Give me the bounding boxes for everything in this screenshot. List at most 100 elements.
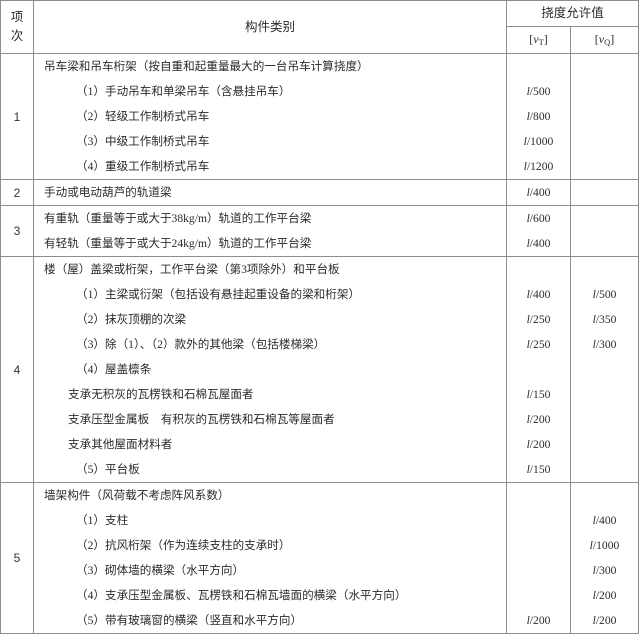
header-index: 项 次 [0, 0, 34, 54]
vq-value [571, 432, 638, 457]
vt-value [507, 257, 570, 282]
vq-value [571, 407, 638, 432]
header-row-primary: 项 次 构件类别 挠度允许值 [0, 0, 640, 54]
header-vq-subscript: Q [604, 37, 611, 48]
row-index-1: 1 [0, 53, 34, 180]
vt-value [507, 508, 570, 533]
vq-value [571, 231, 638, 256]
vq-values-cell: l/400 l/1000 l/300 l/200 l/200 [569, 482, 640, 634]
header-row-secondary: [vT] [vQ] [1, 26, 640, 54]
table-body: 1 吊车梁和吊车桁架（按自重和起重量最大的一台吊车计算挠度） （1）手动吊车和单梁吊… [0, 53, 640, 634]
component-type-line: （2）抹灰顶棚的次梁 [76, 313, 187, 326]
component-type-line: 吊车梁和吊车桁架（按自重和起重量最大的一台吊车计算挠度） [44, 60, 369, 73]
component-type-line: （3）除（1）、（2）款外的其他梁（包括楼梯梁） [76, 338, 326, 351]
component-type-line: （1）手动吊车和单梁吊车（含悬挂吊车） [76, 85, 291, 98]
vt-value: l/500 [526, 85, 551, 98]
vt-value: l/150 [526, 388, 551, 401]
vq-value: l/500 [592, 288, 617, 301]
component-type-line: （5）带有玻璃窗的横梁（竖直和水平方向） [76, 614, 303, 627]
component-type-line: 楼（屋）盖梁或桁架，工作平台梁（第3项除外）和平台板 [44, 263, 340, 276]
component-type-line: （5）平台板 [76, 463, 140, 476]
vt-value [507, 483, 570, 508]
header-vq-open: [ [594, 32, 599, 47]
vt-value [507, 54, 570, 79]
table-row: 2 手动或电动葫芦的轨道梁 l/400 [0, 179, 640, 206]
vt-value [507, 357, 570, 382]
header-index-line1: 项 [10, 9, 24, 24]
vq-value [571, 357, 638, 382]
component-type-cell: 有重轨（重量等于或大于38kg/m）轨道的工作平台梁 有轻轨（重量等于或大于24k… [33, 205, 507, 257]
component-type-line: 有轻轨（重量等于或大于24kg/m）轨道的工作平台梁 [44, 237, 312, 250]
vt-values-cell: l/600 l/400 [506, 205, 571, 257]
vq-value: l/1000 [589, 539, 620, 552]
table-row: 3 有重轨（重量等于或大于38kg/m）轨道的工作平台梁 有轻轨（重量等于或大于24… [0, 205, 640, 257]
vq-value: l/300 [592, 564, 617, 577]
vt-values-cell: l/400 [506, 179, 571, 206]
component-type-line: （1）主梁或衍架（包括设有悬挂起重设备的梁和桁架） [76, 288, 361, 301]
vq-values-cell [569, 179, 640, 206]
component-type-line: （4）重级工作制桥式吊车 [76, 160, 210, 173]
vq-value [571, 79, 638, 104]
table-row: 5 墙架构件（风荷载不考虑阵风系数） （1）支柱 （2）抗风桁架（作为连续支柱的支承时… [0, 482, 640, 634]
vq-value: l/400 [592, 514, 617, 527]
row-index-5: 5 [0, 482, 34, 634]
vt-value: l/200 [526, 614, 551, 627]
vq-value: l/300 [592, 338, 617, 351]
component-type-line: （2）抗风桁架（作为连续支柱的支承时） [76, 539, 291, 552]
row-index-3: 3 [0, 205, 34, 257]
vt-value: l/250 [526, 338, 551, 351]
vq-value [571, 180, 638, 205]
vq-value [571, 382, 638, 407]
header-vt-close: ] [543, 32, 548, 47]
vt-value: l/1000 [523, 135, 554, 148]
vt-value [507, 558, 570, 583]
component-type-line: 有重轨（重量等于或大于38kg/m）轨道的工作平台梁 [44, 212, 312, 225]
header-vq: [vQ] [569, 26, 640, 54]
component-type-cell: 墙架构件（风荷载不考虑阵风系数） （1）支柱 （2）抗风桁架（作为连续支柱的支承时）… [33, 482, 507, 634]
header-vt-symbol: v [533, 32, 539, 47]
component-type-line: （2）轻级工作制桥式吊车 [76, 110, 210, 123]
row-index-2: 2 [0, 179, 34, 206]
header-vt-subscript: T [538, 37, 544, 48]
component-type-cell: 手动或电动葫芦的轨道梁 [33, 179, 507, 206]
vq-value: l/200 [592, 614, 617, 627]
vt-value: l/400 [526, 288, 551, 301]
vt-value: l/250 [526, 313, 551, 326]
vq-value [571, 54, 638, 79]
component-type-line: （4）支承压型金属板、瓦楞铁和石棉瓦墙面的横梁（水平方向） [76, 589, 407, 602]
vt-value: l/800 [526, 110, 551, 123]
vq-value: l/350 [592, 313, 617, 326]
vq-values-cell [569, 53, 640, 180]
vt-value: l/400 [526, 237, 551, 250]
component-type-line: （4）屋盖檩条 [76, 363, 152, 376]
component-type-line: 支承无积灰的瓦楞铁和石棉瓦屋面者 [68, 388, 254, 401]
vt-value: l/150 [526, 463, 551, 476]
vq-value [571, 206, 638, 231]
table-row: 1 吊车梁和吊车桁架（按自重和起重量最大的一台吊车计算挠度） （1）手动吊车和单梁吊… [0, 53, 640, 180]
vq-value [571, 257, 638, 282]
vq-value [571, 457, 638, 482]
vt-value: l/400 [526, 186, 551, 199]
component-type-line: 手动或电动葫芦的轨道梁 [44, 186, 172, 199]
header-vq-close: ] [610, 32, 615, 47]
vq-values-cell: l/500 l/350 l/300 [569, 256, 640, 483]
vt-values-cell: l/400 l/250 l/250 l/150 l/200 l/200 l/150 [506, 256, 571, 483]
component-type-line: （3）砌体墙的横梁（水平方向） [76, 564, 245, 577]
vt-value [507, 583, 570, 608]
table-header: 项 次 构件类别 挠度允许值 [vT] [vQ] [0, 0, 640, 54]
header-vt: [vT] [506, 26, 571, 54]
header-vq-symbol: v [598, 32, 605, 47]
vq-values-cell [569, 205, 640, 257]
component-type-cell: 楼（屋）盖梁或桁架，工作平台梁（第3项除外）和平台板 （1）主梁或衍架（包括设有悬… [33, 256, 507, 483]
table-row: 4 楼（屋）盖梁或桁架，工作平台梁（第3项除外）和平台板 （1）主梁或衍架（包括设有… [0, 256, 640, 483]
component-type-line: 支承压型金属板 有积灰的瓦楞铁和石棉瓦等屋面者 [68, 413, 335, 426]
vt-values-cell: l/500 l/800 l/1000 l/1200 [506, 53, 571, 180]
vt-value: l/200 [526, 413, 551, 426]
header-deflection-allowance: 挠度允许值 [505, 0, 640, 27]
vt-value: l/200 [526, 438, 551, 451]
vq-value [571, 483, 638, 508]
component-type-line: 支承其他屋面材料者 [68, 438, 173, 451]
vt-value: l/600 [526, 212, 551, 225]
row-index-4: 4 [0, 256, 34, 483]
